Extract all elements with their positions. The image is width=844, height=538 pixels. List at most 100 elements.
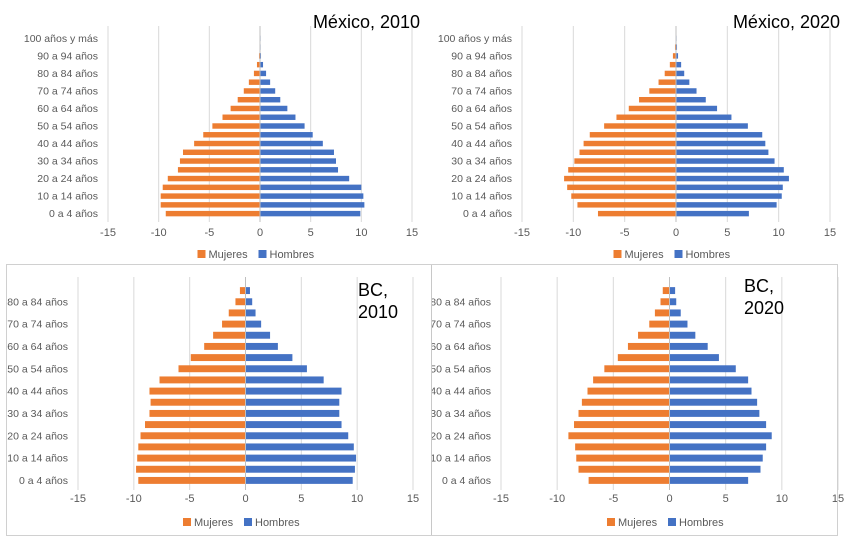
y-category-label: 10 a 14 años xyxy=(37,191,98,203)
y-category-label: 60 a 64 años xyxy=(7,341,68,353)
y-category-label: 50 a 54 años xyxy=(431,363,491,375)
bar-mujeres xyxy=(660,298,670,306)
bar-hombres xyxy=(669,465,761,473)
bar-hombres xyxy=(260,202,365,208)
bar-mujeres xyxy=(150,398,246,406)
bar-mujeres xyxy=(567,184,676,191)
bar-mujeres xyxy=(581,398,670,406)
bar-mujeres xyxy=(627,342,670,350)
bar-mujeres xyxy=(577,202,676,208)
bar-mujeres xyxy=(664,70,676,77)
bar-hombres xyxy=(245,387,342,395)
bar-mujeres xyxy=(593,376,670,384)
bar-mujeres xyxy=(568,167,676,173)
y-category-label: 80 a 84 años xyxy=(451,68,512,80)
pyramid-chart-svg: -15 -10 -5 0 5 10 15 0 a 4 años 10 a 14 años 20 a… xyxy=(24,12,420,261)
bar-hombres xyxy=(245,365,307,373)
bar-mujeres xyxy=(239,287,246,295)
bar-hombres xyxy=(676,123,748,129)
pyramid-panel-4: -15 -10 -5 0 5 10 15 0 a 4 años 10 a 14 años 20 a… xyxy=(431,264,844,538)
bar-hombres xyxy=(669,387,752,395)
x-tick-label: -15 xyxy=(514,227,530,239)
bar-mujeres xyxy=(222,114,260,120)
panel-divider-vertical xyxy=(431,264,432,536)
bar-mujeres xyxy=(167,175,260,182)
x-tick-label: -10 xyxy=(151,227,167,239)
y-category-label: 0 a 4 años xyxy=(49,208,98,220)
y-category-label: 0 a 4 años xyxy=(442,475,491,487)
bar-mujeres xyxy=(140,432,246,440)
y-category-label: 80 a 84 años xyxy=(431,296,491,308)
pyramid-panel-2: -15 -10 -5 0 5 10 15 0 a 4 años 10 a 14 años 20 a… xyxy=(422,0,844,264)
legend-swatch-hombres xyxy=(244,518,252,526)
x-tick-label: 15 xyxy=(832,493,844,505)
bar-mujeres xyxy=(649,88,676,94)
bar-hombres xyxy=(676,158,775,164)
y-category-label: 10 a 14 años xyxy=(7,453,68,465)
bar-mujeres xyxy=(658,79,676,85)
x-tick-label: -15 xyxy=(100,227,116,239)
x-tick-label: 0 xyxy=(666,493,672,505)
bar-hombres xyxy=(260,96,281,103)
pyramid-panel-1: -15 -10 -5 0 5 10 15 0 a 4 años 10 a 14 años 20 a… xyxy=(0,0,422,264)
bar-hombres xyxy=(245,298,253,306)
bar-mujeres xyxy=(574,421,670,429)
x-tick-label: -15 xyxy=(70,493,86,505)
bar-mujeres xyxy=(256,61,260,68)
bar-hombres xyxy=(260,70,267,77)
bar-mujeres xyxy=(177,167,260,173)
y-category-label: 10 a 14 años xyxy=(451,191,512,203)
y-category-label: 60 a 64 años xyxy=(431,341,491,353)
y-category-label: 80 a 84 años xyxy=(7,296,68,308)
y-category-label: 0 a 4 años xyxy=(19,475,68,487)
bar-hombres xyxy=(245,443,354,451)
bar-mujeres xyxy=(587,387,670,395)
bar-hombres xyxy=(260,158,336,164)
bar-mujeres xyxy=(160,193,260,199)
bar-hombres xyxy=(245,354,293,362)
y-category-label: 40 a 44 años xyxy=(37,138,98,150)
bar-mujeres xyxy=(654,309,670,317)
bar-hombres xyxy=(676,149,769,156)
bar-mujeres xyxy=(230,105,260,112)
bar-mujeres xyxy=(597,210,676,217)
bar-hombres xyxy=(245,409,340,417)
bar-hombres xyxy=(245,465,355,473)
pyramid-chart-svg: -15 -10 -5 0 5 10 15 0 a 4 años 10 a 14 años 20 a… xyxy=(438,12,840,261)
bar-hombres xyxy=(245,376,324,384)
y-category-label: 60 a 64 años xyxy=(37,103,98,115)
bar-mujeres xyxy=(604,365,670,373)
y-category-label: 50 a 54 años xyxy=(7,363,68,375)
x-tick-label: 15 xyxy=(407,493,419,505)
y-category-label: 30 a 34 años xyxy=(37,156,98,168)
x-tick-label: 10 xyxy=(773,227,785,239)
x-tick-label: 0 xyxy=(257,227,263,239)
bar-hombres xyxy=(260,140,323,147)
bar-hombres xyxy=(669,421,767,429)
bar-mujeres xyxy=(149,409,246,417)
y-category-label: 30 a 34 años xyxy=(451,156,512,168)
bar-hombres xyxy=(676,61,682,68)
x-tick-label: -5 xyxy=(185,493,195,505)
y-category-label: 50 a 54 años xyxy=(451,121,512,133)
legend-swatch-hombres xyxy=(258,250,267,258)
y-category-label: 40 a 44 años xyxy=(7,386,68,398)
bar-hombres xyxy=(260,184,362,191)
bar-mujeres xyxy=(149,387,246,395)
bar-hombres xyxy=(669,443,767,451)
bar-hombres xyxy=(245,287,250,295)
bar-mujeres xyxy=(212,123,260,129)
bar-hombres xyxy=(676,44,678,50)
bar-hombres xyxy=(669,476,749,484)
bar-hombres xyxy=(260,123,305,129)
bar-hombres xyxy=(260,79,271,85)
bar-hombres xyxy=(669,309,681,317)
legend-label-mujeres: Mujeres xyxy=(618,517,658,529)
y-category-label: 40 a 44 años xyxy=(451,138,512,150)
bar-hombres xyxy=(669,298,677,306)
bar-hombres xyxy=(676,175,789,182)
bar-mujeres xyxy=(222,320,246,328)
chart-title: México, 2010 xyxy=(313,12,420,32)
bar-mujeres xyxy=(588,476,670,484)
